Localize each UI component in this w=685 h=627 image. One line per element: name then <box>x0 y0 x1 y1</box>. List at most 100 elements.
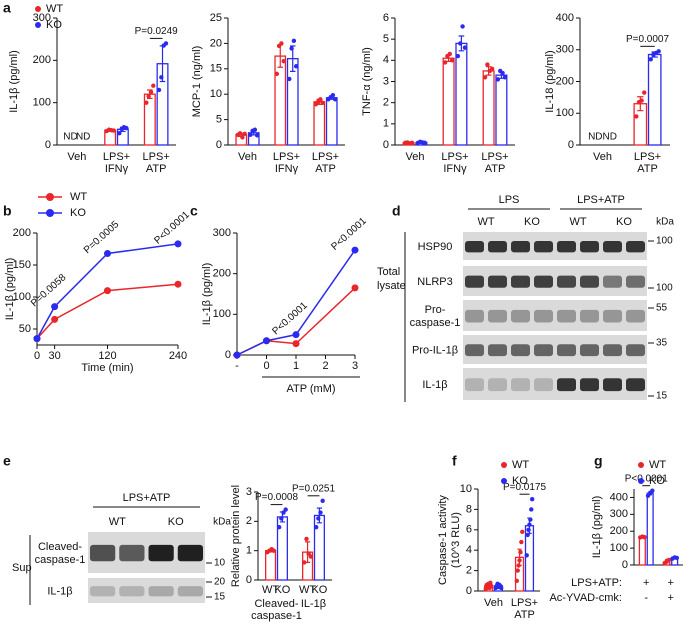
blot-band <box>488 309 507 323</box>
data-point <box>146 94 151 99</box>
data-point <box>271 548 277 553</box>
bar <box>495 74 508 146</box>
y-tick-label: 100 <box>33 97 51 109</box>
y-tick-label: 1 <box>246 545 252 557</box>
data-point <box>449 58 455 63</box>
row-label: Cleaved- <box>38 541 82 553</box>
value-label: ND <box>76 132 90 143</box>
group-label: LPS+ATP <box>123 492 171 504</box>
blot-band <box>511 275 530 288</box>
blot-band <box>119 544 145 562</box>
condition-value: + <box>668 592 674 604</box>
x-tick-label: Cleaved- <box>254 598 298 610</box>
x-tick-label: LPS+ <box>634 151 661 163</box>
marker-label: 55 <box>656 303 668 314</box>
blot-band <box>626 344 645 357</box>
data-point <box>51 303 59 311</box>
x-axis-label: ATP (mM) <box>286 383 335 395</box>
blot-band <box>465 378 484 392</box>
y-tick-label: 300 <box>213 227 231 239</box>
value-label: ND <box>63 132 77 143</box>
blot-band <box>626 241 645 253</box>
legend-label: KO <box>46 19 62 31</box>
x-tick-label: Veh <box>67 151 86 163</box>
blot-band <box>90 544 116 562</box>
blot-band <box>488 241 507 253</box>
x-tick-label: LPS+ <box>273 151 300 163</box>
data-point <box>529 507 534 512</box>
data-point <box>409 140 415 146</box>
data-point <box>318 510 323 515</box>
y-tick-label: 200 <box>13 227 31 239</box>
data-point <box>111 128 116 133</box>
data-point <box>516 563 521 568</box>
x-tick-label: LPS+ <box>103 151 130 163</box>
y-tick-label: 5 <box>383 33 389 45</box>
y-axis-label: Caspase-1 activity <box>437 495 449 585</box>
y-tick-label: 300 <box>556 44 574 56</box>
bar <box>265 550 277 581</box>
data-point <box>304 536 309 542</box>
y-tick-label: 100 <box>13 291 31 303</box>
y-axis-label: IL-18 (pg/ml) <box>544 50 556 112</box>
row-label: Pro-IL-1β <box>412 344 458 356</box>
data-point <box>163 41 169 46</box>
condition-label: KO <box>524 216 540 228</box>
data-point <box>648 57 653 62</box>
data-point <box>351 246 359 254</box>
data-point <box>174 280 182 288</box>
y-axis-label: IL-1β (pg/ml) <box>4 258 16 321</box>
group-label: LPS+ATP <box>577 194 625 206</box>
p-value: P=0.0175 <box>503 482 547 493</box>
data-point <box>442 60 448 65</box>
blot-band <box>603 378 622 392</box>
legend-marker <box>35 6 41 12</box>
y-tick-label: 200 <box>556 75 574 87</box>
x-tick-label: LPS+ <box>143 151 170 163</box>
y-tick-label: 4 <box>383 54 389 66</box>
y-tick-label: 2 <box>383 97 389 109</box>
blot-band <box>90 586 116 597</box>
value-label: ND <box>602 132 616 143</box>
marker-label: 10 <box>214 558 226 569</box>
x-tick-label: LPS+ <box>511 597 538 609</box>
data-point <box>495 77 501 82</box>
x-tick-label: IFNγ <box>443 163 467 175</box>
series-line <box>36 243 179 339</box>
p-value: P<0.0001 <box>270 300 310 337</box>
x-tick-label: ATP <box>637 163 658 175</box>
blot-band <box>148 544 174 562</box>
data-point <box>240 135 245 140</box>
y-tick-label: 400 <box>556 12 574 24</box>
blot-band <box>511 378 530 392</box>
legend-marker <box>638 462 644 468</box>
unit-label: kDa <box>213 517 231 528</box>
data-point <box>292 331 300 339</box>
blot-band <box>580 309 599 323</box>
data-point <box>351 284 359 292</box>
y-tick-label: 25 <box>210 12 222 24</box>
data-point <box>318 97 323 102</box>
blot-band <box>603 241 622 253</box>
bar-label: KO <box>311 584 327 596</box>
p-value: P=0.0058 <box>29 272 69 309</box>
bar <box>647 53 662 146</box>
data-point <box>252 127 258 132</box>
data-point <box>527 522 532 527</box>
row-label: Pro- <box>425 304 446 316</box>
data-point <box>666 557 672 563</box>
blot-band <box>626 378 645 392</box>
data-point <box>524 553 529 558</box>
data-point <box>447 51 452 57</box>
blot-band <box>534 275 553 288</box>
data-point <box>242 131 247 137</box>
blot-band <box>534 344 553 357</box>
y-tick-label: 4 <box>466 544 472 556</box>
bar-label: WT <box>299 584 316 596</box>
legend-marker <box>638 478 644 484</box>
x-tick-label: LPS+ <box>481 151 508 163</box>
data-point <box>498 585 504 591</box>
y-tick-label: 6 <box>383 12 389 24</box>
blot-band <box>465 275 484 288</box>
data-point <box>485 62 490 67</box>
